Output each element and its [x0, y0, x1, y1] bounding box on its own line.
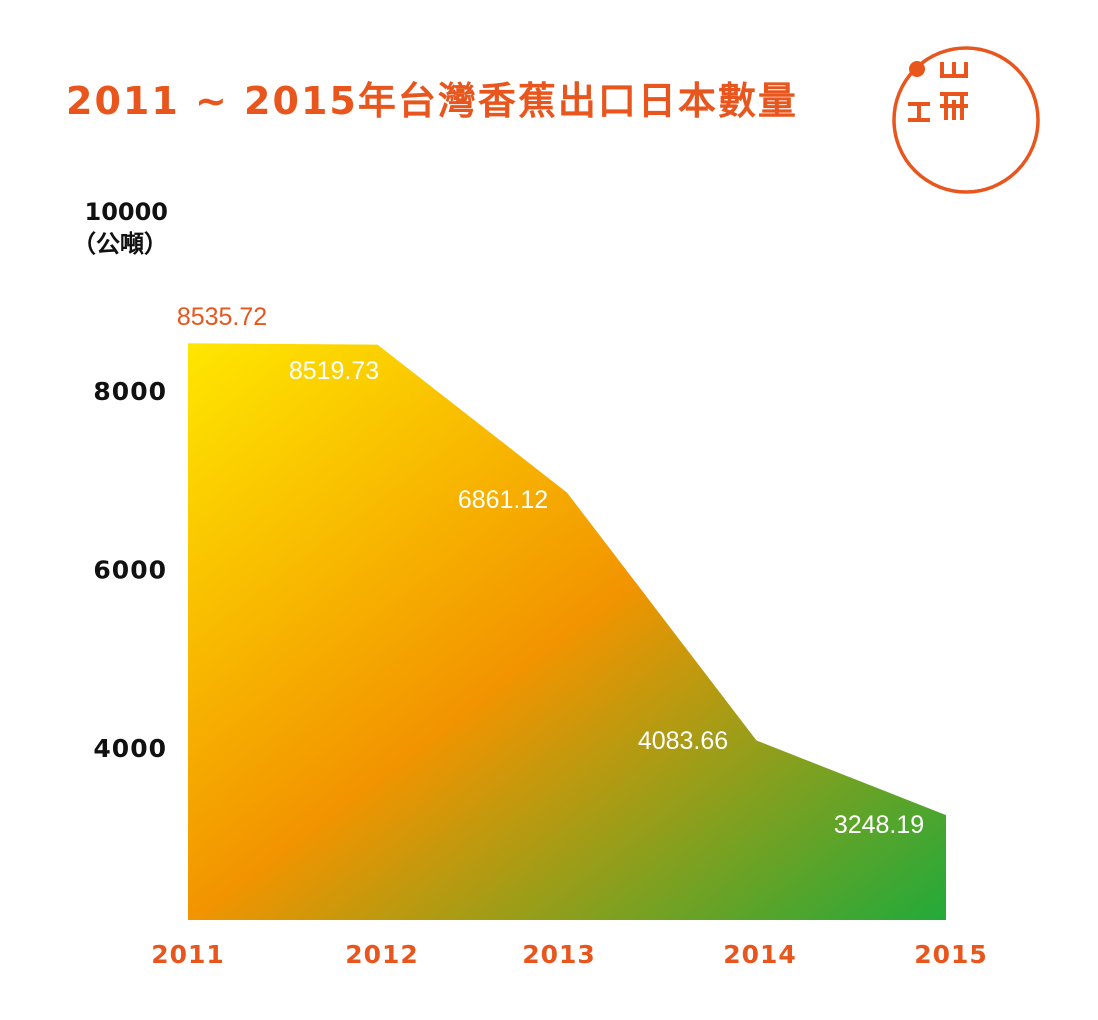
x-tick-label: 2012 [345, 940, 419, 969]
y-axis-unit-bottom: （公噸） [72, 230, 168, 258]
x-tick-label: 2011 [151, 940, 225, 969]
data-label: 8519.73 [289, 357, 379, 385]
chart-title: 2011 ~ 2015年台灣香蕉出口日本數量 [66, 79, 798, 123]
y-axis-unit-top: 10000 [84, 198, 169, 226]
x-tick-label: 2013 [522, 940, 596, 969]
data-label: 3248.19 [834, 811, 924, 839]
logo-icon [892, 46, 1040, 194]
y-axis-unit: 10000 （公噸） [70, 196, 168, 260]
x-tick-label: 2015 [914, 940, 988, 969]
y-tick-label: 8000 [93, 377, 167, 406]
data-label: 8535.72 [177, 303, 267, 331]
data-label: 4083.66 [638, 727, 728, 755]
x-tick-label: 2014 [723, 940, 797, 969]
y-tick-label: 6000 [93, 556, 167, 585]
data-label: 6861.12 [458, 486, 548, 514]
area-series [188, 343, 946, 920]
y-tick-label: 4000 [93, 734, 167, 763]
